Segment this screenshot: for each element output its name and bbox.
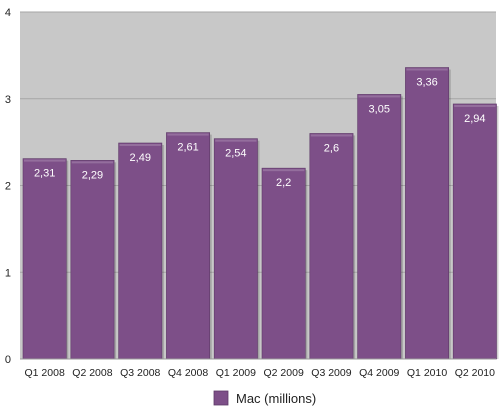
x-tick-label: Q4 2009 — [359, 367, 399, 379]
bar-highlight — [215, 139, 257, 142]
x-tick-label: Q2 2010 — [455, 367, 495, 379]
bar — [261, 167, 306, 360]
y-tick-label: 3 — [5, 94, 11, 106]
legend: Mac (millions) — [213, 390, 316, 406]
legend-swatch — [213, 390, 229, 406]
bar — [357, 94, 402, 360]
bar — [405, 67, 449, 360]
y-tick-label: 2 — [5, 181, 11, 193]
bar-value-label: 3,05 — [369, 103, 390, 115]
y-tick-label: 4 — [5, 7, 11, 19]
bar-value-label: 2,2 — [276, 177, 291, 189]
category-labels: Q1 2008 Q2 2008 Q3 2008 Q4 2008 Q1 2009 Q2 20… — [25, 367, 496, 379]
bar-value-label: 2,49 — [130, 152, 151, 164]
y-tick-label: 1 — [5, 267, 11, 279]
x-tick-label: Q2 2008 — [72, 367, 112, 379]
bar-highlight — [24, 159, 66, 162]
x-tick-label: Q3 2008 — [120, 367, 160, 379]
bar-highlight — [454, 104, 496, 107]
bar-highlight — [119, 143, 161, 146]
x-tick-label: Q1 2008 — [25, 367, 65, 379]
x-tick-label: Q3 2009 — [311, 367, 351, 379]
bar — [166, 132, 210, 360]
x-tick-label: Q2 2009 — [264, 367, 304, 379]
x-tick-label: Q1 2010 — [407, 367, 447, 379]
bars — [22, 67, 499, 360]
x-tick-label: Q4 2008 — [168, 367, 208, 379]
bar-highlight — [310, 134, 353, 137]
bar-value-label: 2,6 — [324, 142, 339, 154]
bar — [70, 160, 115, 360]
bar-value-label: 2,31 — [34, 168, 55, 180]
bar-value-label: 2,54 — [225, 148, 246, 160]
bar-value-label: 3,36 — [416, 77, 437, 89]
bar — [118, 142, 163, 360]
bar — [452, 103, 497, 360]
bar-highlight — [406, 68, 448, 71]
y-axis-ticks: 0 1 2 3 4 — [5, 7, 11, 366]
bar-highlight — [263, 169, 305, 172]
legend-label: Mac (millions) — [236, 391, 316, 406]
bar-value-label: 2,29 — [82, 169, 103, 181]
bar-highlight — [167, 133, 209, 136]
bar — [213, 138, 258, 360]
bar-value-label: 2,61 — [177, 142, 198, 154]
y-tick-label: 0 — [5, 354, 11, 366]
bar-highlight — [358, 95, 400, 98]
x-tick-label: Q1 2009 — [216, 367, 256, 379]
bar-value-label: 2,94 — [464, 113, 485, 125]
bar — [22, 158, 67, 360]
bar — [309, 133, 354, 360]
value-labels: 2,31 2,29 2,49 2,61 2,54 2,2 2,6 3,05 3,36 2,94 — [34, 77, 486, 190]
bar-highlight — [71, 161, 114, 164]
